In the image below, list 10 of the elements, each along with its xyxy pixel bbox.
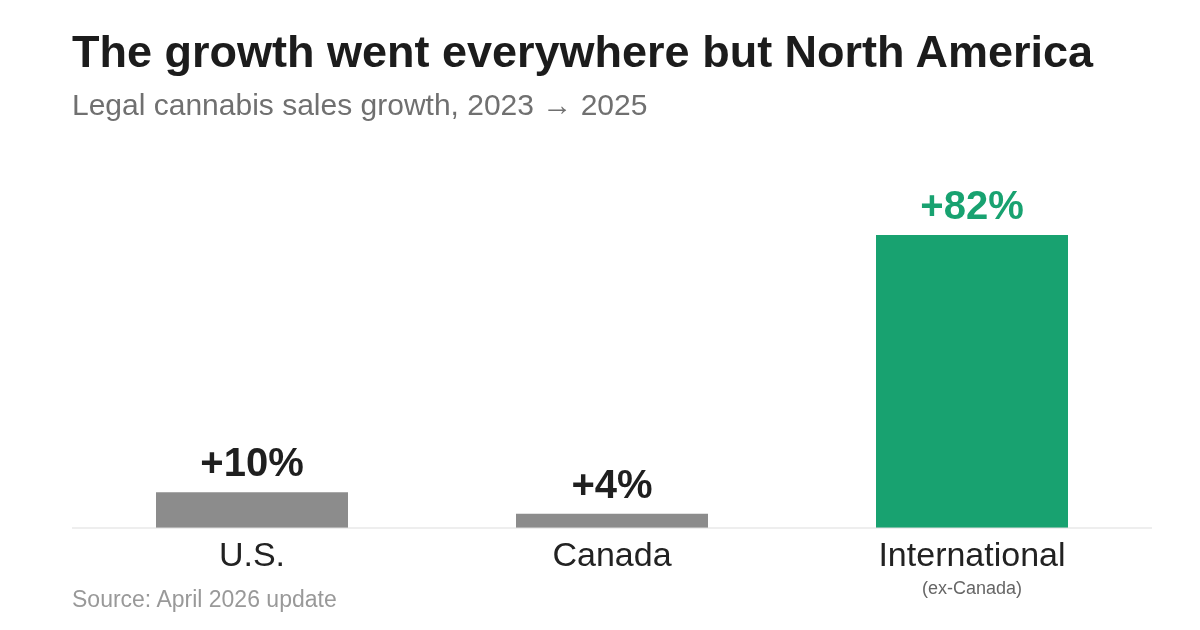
- x-tick-label: U.S.: [218, 535, 286, 573]
- text: (ex-Canada): [921, 578, 1023, 598]
- x-tick-label: International: [878, 535, 1066, 573]
- chart-title: The growth went everywhere but North America: [72, 26, 1094, 78]
- data-label: +4%: [571, 461, 653, 506]
- x-tick-label: Canada: [552, 535, 672, 573]
- data-label: +82%: [920, 183, 1024, 227]
- source-note: Source: April 2026 update: [72, 586, 337, 613]
- chart-subtitle: Legal cannabis sales growth, 2023 → 2025: [72, 88, 648, 122]
- data-label: +10%: [200, 440, 304, 485]
